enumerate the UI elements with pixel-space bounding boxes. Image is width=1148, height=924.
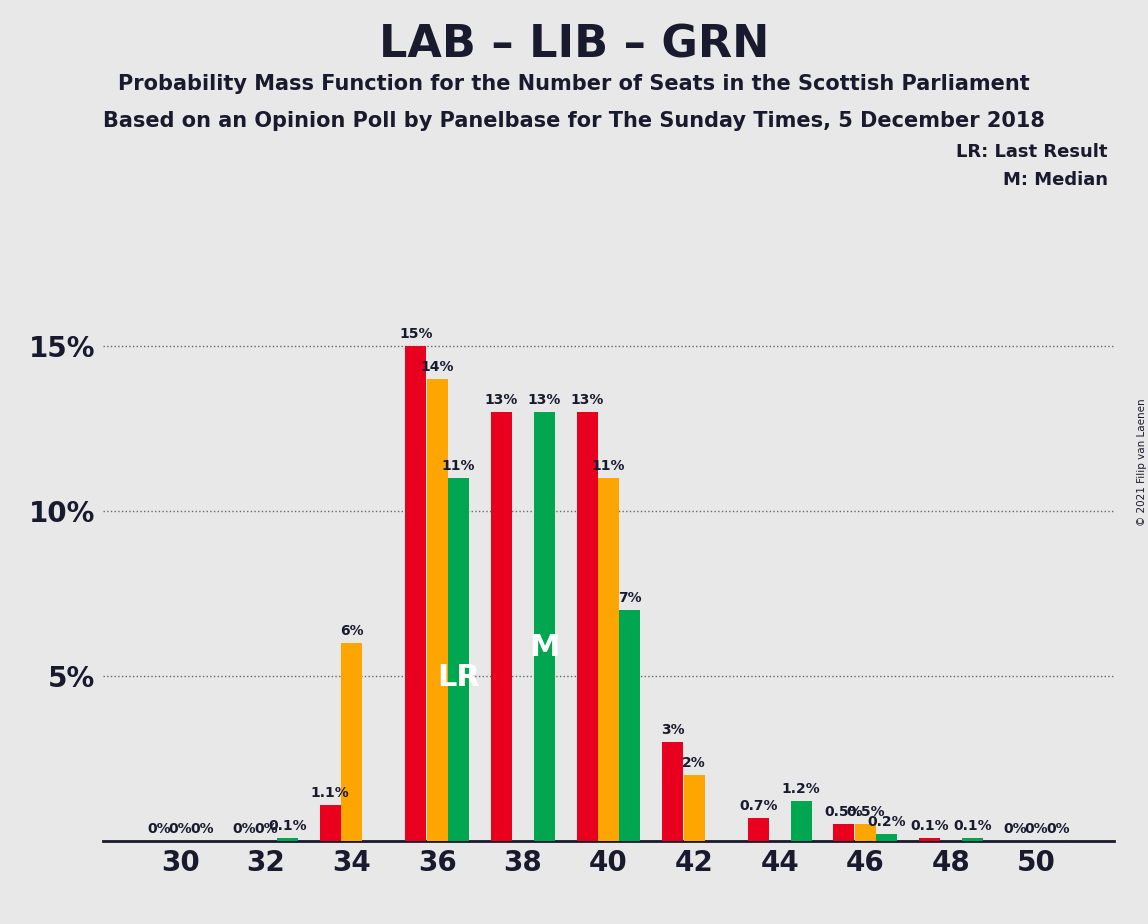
Text: 3%: 3% xyxy=(661,723,684,737)
Text: 11%: 11% xyxy=(442,459,475,473)
Text: 0.7%: 0.7% xyxy=(739,798,777,813)
Bar xyxy=(277,837,297,841)
Text: 0%: 0% xyxy=(147,821,171,836)
Bar xyxy=(747,818,769,841)
Bar xyxy=(876,834,898,841)
Bar xyxy=(833,824,854,841)
Text: © 2021 Filip van Laenen: © 2021 Filip van Laenen xyxy=(1138,398,1147,526)
Text: LAB – LIB – GRN: LAB – LIB – GRN xyxy=(379,23,769,67)
Text: 2%: 2% xyxy=(682,756,706,770)
Text: 0%: 0% xyxy=(189,821,214,836)
Text: 0.5%: 0.5% xyxy=(824,806,863,820)
Bar xyxy=(448,478,470,841)
Text: 0.5%: 0.5% xyxy=(846,806,885,820)
Text: 0%: 0% xyxy=(169,821,192,836)
Text: 1.2%: 1.2% xyxy=(782,783,821,796)
Text: 6%: 6% xyxy=(340,624,364,638)
Text: Probability Mass Function for the Number of Seats in the Scottish Parliament: Probability Mass Function for the Number… xyxy=(118,74,1030,94)
Text: 0%: 0% xyxy=(233,821,256,836)
Bar xyxy=(576,412,597,841)
Text: 0%: 0% xyxy=(254,821,278,836)
Bar xyxy=(662,742,683,841)
Text: M: M xyxy=(529,633,559,663)
Text: 7%: 7% xyxy=(618,590,642,605)
Bar xyxy=(855,824,876,841)
Bar xyxy=(491,412,512,841)
Text: 0%: 0% xyxy=(1003,821,1027,836)
Bar xyxy=(427,379,448,841)
Bar xyxy=(598,478,619,841)
Text: Based on an Opinion Poll by Panelbase for The Sunday Times, 5 December 2018: Based on an Opinion Poll by Panelbase fo… xyxy=(103,111,1045,131)
Text: 1.1%: 1.1% xyxy=(311,785,350,799)
Text: 13%: 13% xyxy=(528,393,561,407)
Bar xyxy=(534,412,554,841)
Bar xyxy=(405,346,426,841)
Bar xyxy=(341,643,362,841)
Text: M: Median: M: Median xyxy=(1003,171,1108,188)
Bar xyxy=(683,775,705,841)
Text: 13%: 13% xyxy=(571,393,604,407)
Text: 0%: 0% xyxy=(1046,821,1070,836)
Text: LR: Last Result: LR: Last Result xyxy=(956,143,1108,161)
Text: 0.1%: 0.1% xyxy=(269,819,307,833)
Text: 0.1%: 0.1% xyxy=(953,819,992,833)
Bar xyxy=(920,837,940,841)
Bar xyxy=(962,837,983,841)
Text: 15%: 15% xyxy=(400,327,433,341)
Text: 0.1%: 0.1% xyxy=(910,819,948,833)
Text: LR: LR xyxy=(437,663,480,692)
Bar xyxy=(620,610,641,841)
Text: 11%: 11% xyxy=(591,459,626,473)
Bar xyxy=(319,805,341,841)
Text: 14%: 14% xyxy=(420,359,453,374)
Bar xyxy=(791,801,812,841)
Text: 13%: 13% xyxy=(484,393,518,407)
Text: 0.2%: 0.2% xyxy=(868,815,906,830)
Text: 0%: 0% xyxy=(1025,821,1048,836)
